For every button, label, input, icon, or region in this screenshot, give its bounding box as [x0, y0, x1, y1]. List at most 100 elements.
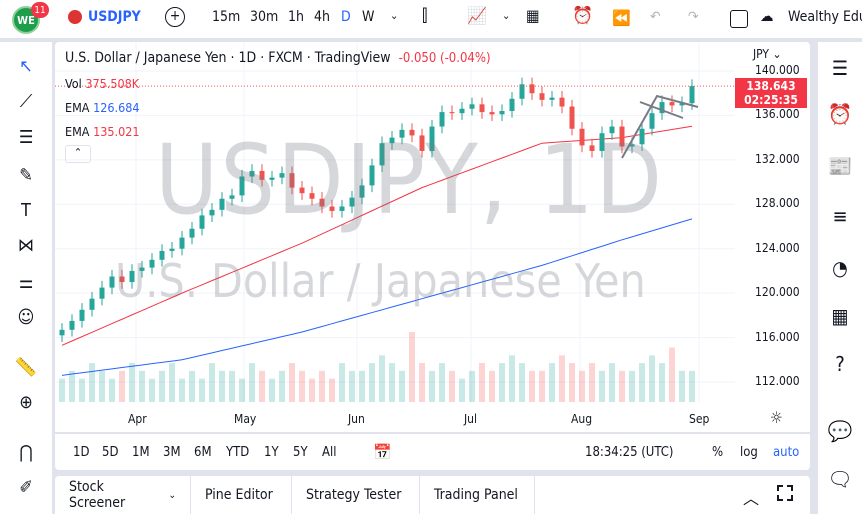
zoom-in-icon[interactable]: ⊕ [19, 391, 33, 413]
price-tick: 112.000 [755, 373, 800, 388]
ideas-list-icon[interactable]: ≡ [832, 204, 848, 228]
tab-trading-panel[interactable]: Trading Panel [420, 476, 535, 514]
layout-name[interactable]: Wealthy Edu [788, 9, 862, 25]
fullscreen-box-icon[interactable] [730, 10, 748, 28]
volume-bar [369, 363, 375, 402]
maximize-icon[interactable] [777, 485, 793, 501]
utc-clock[interactable]: 18:34:25 (UTC) [585, 445, 674, 460]
undo-icon[interactable]: ↶ [650, 9, 661, 25]
vol-label: Vol [65, 76, 82, 91]
candle-body [539, 93, 545, 100]
indicators-icon[interactable]: 📈 [467, 6, 487, 25]
chat-icon[interactable]: 💬 [827, 419, 853, 443]
ema-value: 135.021 [93, 124, 140, 139]
interval-15m[interactable]: 15m [212, 9, 241, 25]
candle-body [339, 206, 345, 211]
text-icon[interactable]: T [21, 199, 31, 221]
candle-body [139, 267, 145, 271]
compare-add-icon[interactable]: + [165, 7, 185, 27]
volume-bar [99, 370, 105, 402]
lock-drawings-icon[interactable]: ✐ [19, 476, 33, 498]
volume-bar [529, 370, 535, 402]
trend-line-icon[interactable]: ⟋ [19, 90, 33, 112]
pattern-icon[interactable]: ⋈ [17, 234, 35, 256]
currency-selector[interactable]: JPY ⌄ [753, 47, 782, 61]
chart-pane[interactable]: USDJPY, 1D U.S. Dollar / Japanese Yen U.… [55, 42, 810, 432]
cloud-save-icon[interactable]: ☁ [760, 7, 774, 25]
symbol-search[interactable]: USDJPY [88, 9, 141, 25]
price-tick: 132.000 [755, 151, 800, 166]
volume-bar [419, 363, 425, 402]
volume-bar [689, 370, 695, 402]
volume-bar [579, 370, 585, 402]
volume-bar [439, 363, 445, 402]
chevron-down-icon[interactable]: ⌄ [168, 489, 176, 501]
range-all[interactable]: All [322, 445, 337, 460]
volume-legend[interactable]: Vol 375.508K [65, 76, 139, 91]
hotlist-icon[interactable]: ◔ [832, 256, 848, 280]
volume-bar [559, 355, 565, 402]
auto-toggle[interactable]: auto [773, 445, 800, 460]
news-icon[interactable]: 📰 [827, 154, 853, 178]
help-icon[interactable]: ? [835, 352, 845, 376]
symbol-description: U.S. Dollar / Japanese Yen · 1D · FXCM ·… [65, 50, 391, 66]
settings-gear-icon[interactable]: ☼ [770, 408, 783, 427]
watermark-description: U.S. Dollar / Japanese Yen [115, 254, 646, 308]
interval-30m[interactable]: 30m [250, 9, 279, 25]
ema-slow-legend[interactable]: EMA 135.021 [65, 124, 140, 139]
tab-pine-editor[interactable]: Pine Editor [191, 476, 292, 514]
volume-bar [229, 370, 235, 402]
watchlist-icon[interactable]: ☰ [831, 56, 849, 80]
tab-stock-screener[interactable]: Stock Screener ⌄ [55, 476, 191, 514]
interval-d[interactable]: D [341, 9, 351, 25]
cursor-icon[interactable]: ↖ [19, 55, 33, 77]
messages-icon[interactable]: 🗨 [827, 467, 853, 491]
range-5y[interactable]: 5Y [293, 445, 308, 460]
interval-1h[interactable]: 1h [288, 9, 304, 25]
volume-bar [429, 370, 435, 402]
candle-body [109, 276, 115, 288]
ema-fast-legend[interactable]: EMA 126.684 [65, 100, 140, 115]
range-3m[interactable]: 3M [163, 445, 181, 460]
range-1d[interactable]: 1D [73, 445, 90, 460]
range-ytd[interactable]: YTD [226, 445, 250, 460]
chevron-down-icon[interactable]: ⌄ [390, 9, 399, 22]
flag-pattern-drawing [621, 94, 699, 159]
layout-grid-icon[interactable]: ▦ [526, 6, 540, 25]
ema-label: EMA [65, 124, 90, 139]
interval-w[interactable]: W [362, 9, 375, 25]
log-toggle[interactable]: log [740, 445, 758, 460]
tab-strategy-tester[interactable]: Strategy Tester [292, 476, 420, 514]
tab-label: Stock Screener [69, 479, 126, 511]
percent-toggle[interactable]: % [712, 445, 724, 460]
replay-icon[interactable]: ⏪ [612, 9, 631, 27]
range-1m[interactable]: 1M [132, 445, 150, 460]
volume-bar [479, 363, 485, 402]
redo-icon[interactable]: ↷ [688, 9, 699, 25]
fib-lines-icon[interactable]: ☰ [18, 126, 34, 148]
price-tick: 124.000 [755, 240, 800, 255]
collapse-legend-button[interactable]: ⌃ [65, 145, 91, 163]
chevron-down-icon[interactable]: ⌄ [502, 9, 511, 22]
ruler-icon[interactable]: 📏 [14, 356, 38, 378]
range-1y[interactable]: 1Y [264, 445, 279, 460]
go-to-date-icon[interactable]: 📅 [373, 443, 392, 461]
alert-clock-icon[interactable]: ⏰ [572, 6, 594, 26]
alarm-clock-icon[interactable]: ⏰ [827, 102, 853, 126]
candle-body [619, 126, 625, 147]
chevron-up-icon[interactable]: ︿ [743, 489, 760, 508]
candle-body [249, 170, 255, 177]
candle-type-icon[interactable]: ⫿ [422, 6, 428, 26]
volume-bar [659, 363, 665, 402]
candle-body [129, 270, 135, 283]
prediction-icon[interactable]: ⚌ [18, 271, 34, 293]
chart-canvas[interactable] [55, 42, 810, 432]
range-6m[interactable]: 6M [194, 445, 212, 460]
magnet-icon[interactable]: ⋂ [19, 441, 33, 463]
interval-4h[interactable]: 4h [314, 9, 330, 25]
brush-icon[interactable]: ✎ [19, 164, 33, 186]
emoji-icon[interactable]: ☺ [17, 306, 35, 328]
range-5d[interactable]: 5D [102, 445, 119, 460]
calendar-icon[interactable]: ▦ [831, 304, 849, 328]
candle-body [569, 106, 575, 129]
